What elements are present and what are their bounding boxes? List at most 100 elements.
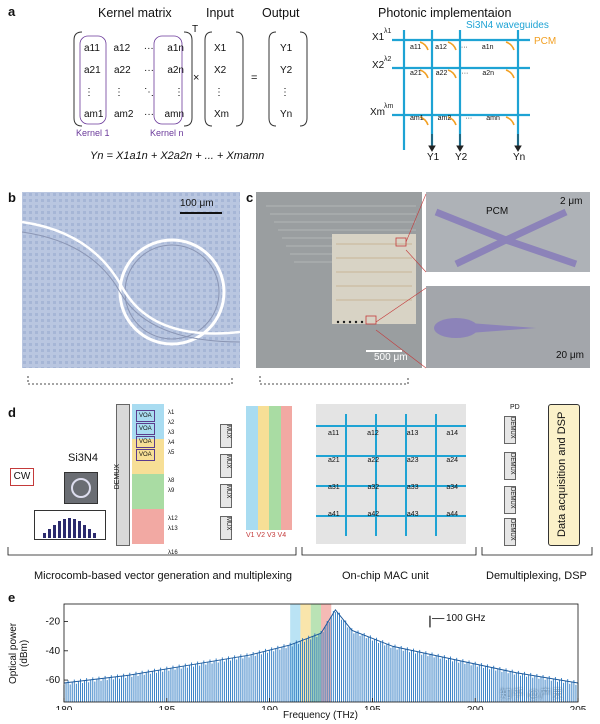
lambda-m: λm xyxy=(384,103,394,110)
band-2 xyxy=(132,439,164,474)
photonic-cell: a1n xyxy=(481,44,494,51)
output-title: Output xyxy=(262,6,300,20)
si3n4-label: Si3N4 xyxy=(68,452,98,464)
plot-frame xyxy=(63,603,579,703)
kernel1-box xyxy=(79,35,107,125)
photonic-input-m: Xm xyxy=(370,107,385,118)
mac-row-4: a41 a42 a43 a44 xyxy=(328,511,458,518)
mac-cell: a41 xyxy=(328,511,340,518)
mux-1: MUX xyxy=(220,424,232,448)
lambda-label: λ12 xyxy=(168,516,178,522)
mac-cell: a11 xyxy=(328,430,340,437)
scale-c-bottom: 20 μm xyxy=(556,350,584,361)
chip-layout xyxy=(256,192,422,368)
times-sign: × xyxy=(193,72,200,84)
voa-box: VOA xyxy=(136,436,155,448)
panel-a-letter: a xyxy=(8,4,16,19)
kernel1-label: Kernel 1 xyxy=(76,128,110,138)
photonic-cell: a22 xyxy=(435,70,448,77)
output-entry: Y1 xyxy=(280,43,293,54)
lambda-label: λ1 xyxy=(168,410,175,416)
scale-c-top: 2 μm xyxy=(560,196,583,207)
input-vector: X1 X2 ⋮ Xm xyxy=(214,38,229,126)
lambda-label: λ4 xyxy=(168,440,175,446)
photonic-row-2: a21 a22 ··· a2n xyxy=(410,70,530,77)
input-entry: ⋮ xyxy=(214,87,224,98)
mux-2: MUX xyxy=(220,454,232,478)
voa-box: VOA xyxy=(136,449,155,461)
x-axis-label: Frequency (THz) xyxy=(283,710,359,721)
section-brackets xyxy=(7,547,593,556)
scale-c-main: 500 μm xyxy=(374,352,408,363)
mac-cell: a34 xyxy=(446,484,458,491)
output-entry: ⋮ xyxy=(280,87,290,98)
lambda-label: λ5 xyxy=(168,450,175,456)
matrix-cell: a1n xyxy=(167,43,184,54)
matrix-row-1: a11 a12 ··· a1n xyxy=(84,38,184,60)
mac-cell: a33 xyxy=(406,484,419,491)
ring-icon xyxy=(71,478,91,498)
photonic-cell: am1 xyxy=(410,115,424,122)
dsp-box xyxy=(548,404,580,546)
matrix-cell: a12 xyxy=(113,43,131,54)
matrix-cell: a21 xyxy=(84,65,101,76)
matrix-cell: a11 xyxy=(84,43,100,54)
photonic-row-1: a11 a12 ··· a1n xyxy=(410,44,530,51)
pcm-bends xyxy=(419,41,515,126)
matrix-cell: ⋮ xyxy=(84,87,94,98)
x-tick-label: 180 xyxy=(56,705,73,710)
mac-cell: a14 xyxy=(446,430,458,437)
photonic-cell: a12 xyxy=(435,44,447,51)
scale-bar-b xyxy=(180,212,222,214)
matrix-cell: ⋱ xyxy=(144,87,154,98)
matrix-cell: ··· xyxy=(144,65,154,76)
matrix-cell: ⋮ xyxy=(114,87,124,98)
demux-out-2: DEMUX xyxy=(504,452,516,480)
input-entry: X1 xyxy=(214,43,227,54)
envelope-line xyxy=(63,608,579,684)
photonic-cell: ··· xyxy=(461,70,469,77)
zoom-lines xyxy=(27,193,427,385)
pd-label: PD xyxy=(510,404,520,411)
pcm-sem-label: PCM xyxy=(486,206,509,217)
spectrum-chart: 180 185 190 195 200 205 -20 -40 -60 xyxy=(46,603,587,710)
band-4 xyxy=(132,509,164,544)
x-tick-label: 185 xyxy=(158,705,175,710)
wavelength-bands xyxy=(132,404,164,544)
micrograph-b xyxy=(22,192,240,368)
photonic-input-1: X1 xyxy=(372,32,385,43)
lambda-label: λ16 xyxy=(168,550,178,556)
matrix-cell: ··· xyxy=(144,109,154,120)
demux-out-1: DEMUX xyxy=(504,416,516,444)
photonic-cell: a2n xyxy=(482,70,495,77)
mac-unit xyxy=(316,404,466,544)
matrix-row-3: ⋮ ⋮ ⋱ ⋮ xyxy=(84,82,184,104)
scale-bar-c-main xyxy=(366,350,402,352)
mux-3: MUX xyxy=(220,484,232,508)
mac-row-3: a31 a32 a33 a34 xyxy=(328,484,458,491)
photonic-output-2: Y2 xyxy=(455,152,468,163)
mac-cell: a44 xyxy=(446,511,458,518)
cw-laser: CW xyxy=(10,468,34,486)
matrix-row-2: a21 a22 ··· a2n xyxy=(84,60,184,82)
mac-cell: a31 xyxy=(328,484,340,491)
mux-4: MUX xyxy=(220,516,232,540)
comb-spacing-annotation: 100 GHz xyxy=(446,613,486,624)
y-tick-label: -60 xyxy=(46,675,61,686)
kernel-matrix-title: Kernel matrix xyxy=(98,6,172,20)
mac-cell: a13 xyxy=(406,430,419,437)
x-tick-label: 205 xyxy=(570,705,587,710)
mac-cell: a22 xyxy=(367,457,380,464)
lambda-list: λ1 λ2 λ3 λ4 λ5 λ8 λ9 λ12 λ13 λ16 xyxy=(168,408,178,558)
lambda-label: λ3 xyxy=(168,430,175,436)
pcm-label: PCM xyxy=(534,36,557,47)
mac-cell: a23 xyxy=(406,457,419,464)
mac-cells: a11 a12 a13 a14 a21 a22 a23 a24 a31 a32 … xyxy=(328,430,458,518)
x-tick-label: 200 xyxy=(467,705,484,710)
panel-a-figure xyxy=(73,30,530,152)
chip-photo xyxy=(256,192,422,368)
kerneln-box xyxy=(153,35,183,125)
waveguide-label: Si3N4 waveguides xyxy=(466,20,549,31)
sem-pcm-image xyxy=(426,192,590,272)
mac-cell: a42 xyxy=(367,511,380,518)
